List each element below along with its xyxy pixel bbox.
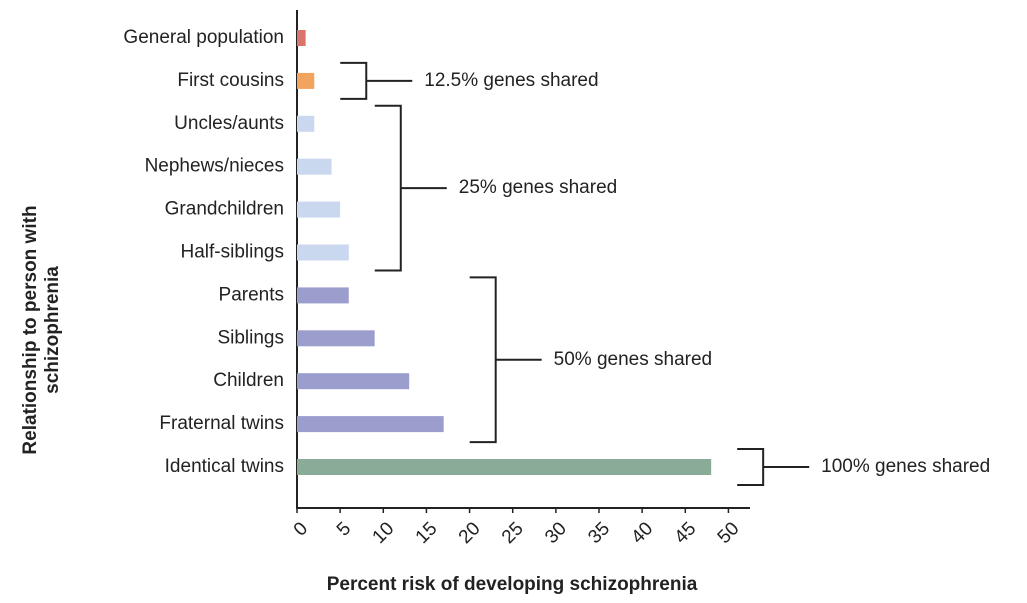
x-tick-label: 5 — [333, 518, 355, 540]
y-axis-label: Relationship to person with schizophreni… — [20, 205, 63, 455]
bar — [297, 115, 315, 132]
y-tick-label: Half-siblings — [181, 242, 284, 263]
bar — [297, 373, 410, 390]
x-tick-label: 20 — [455, 518, 485, 548]
x-tick-label: 25 — [498, 518, 528, 548]
y-tick-label: Uncles/aunts — [174, 113, 284, 134]
y-tick-label: Fraternal twins — [159, 413, 284, 434]
annotation-label: 100% genes shared — [821, 456, 990, 477]
bar — [297, 416, 444, 433]
y-tick-label: General population — [123, 27, 284, 48]
bracket — [737, 448, 810, 486]
x-tick-label: 35 — [584, 518, 614, 548]
x-tick-label: 45 — [671, 518, 701, 548]
y-tick-label: First cousins — [177, 70, 284, 91]
y-axis-label-box: Relationship to person with schizophreni… — [20, 205, 63, 455]
x-tick-label: 50 — [714, 518, 744, 548]
x-tick-label: 0 — [290, 518, 312, 540]
bar — [297, 158, 332, 175]
bar — [297, 72, 315, 89]
x-tick-label: 10 — [369, 518, 399, 548]
y-tick-label: Parents — [219, 284, 284, 305]
bar — [297, 287, 349, 304]
annotation-label: 12.5% genes shared — [424, 70, 598, 91]
annotation-label: 25% genes shared — [459, 177, 617, 198]
bracket — [340, 61, 413, 100]
y-tick-label: Identical twins — [165, 456, 284, 477]
x-tick-label: 30 — [541, 518, 571, 548]
bar — [297, 459, 712, 475]
y-tick-label: Nephews/nieces — [145, 156, 284, 177]
bar — [297, 330, 375, 347]
x-axis-label: Percent risk of developing schizophrenia — [327, 574, 698, 595]
x-tick-label: 40 — [627, 518, 657, 548]
y-tick-label: Grandchildren — [165, 199, 284, 220]
x-tick-label: 15 — [412, 518, 442, 548]
bar — [297, 244, 349, 261]
bracket — [469, 276, 542, 444]
y-tick-label: Siblings — [217, 327, 284, 348]
y-tick-label: Children — [213, 370, 284, 391]
bar — [297, 30, 306, 46]
bracket — [374, 104, 447, 272]
bar — [297, 201, 341, 218]
annotation-label: 50% genes shared — [554, 349, 712, 370]
